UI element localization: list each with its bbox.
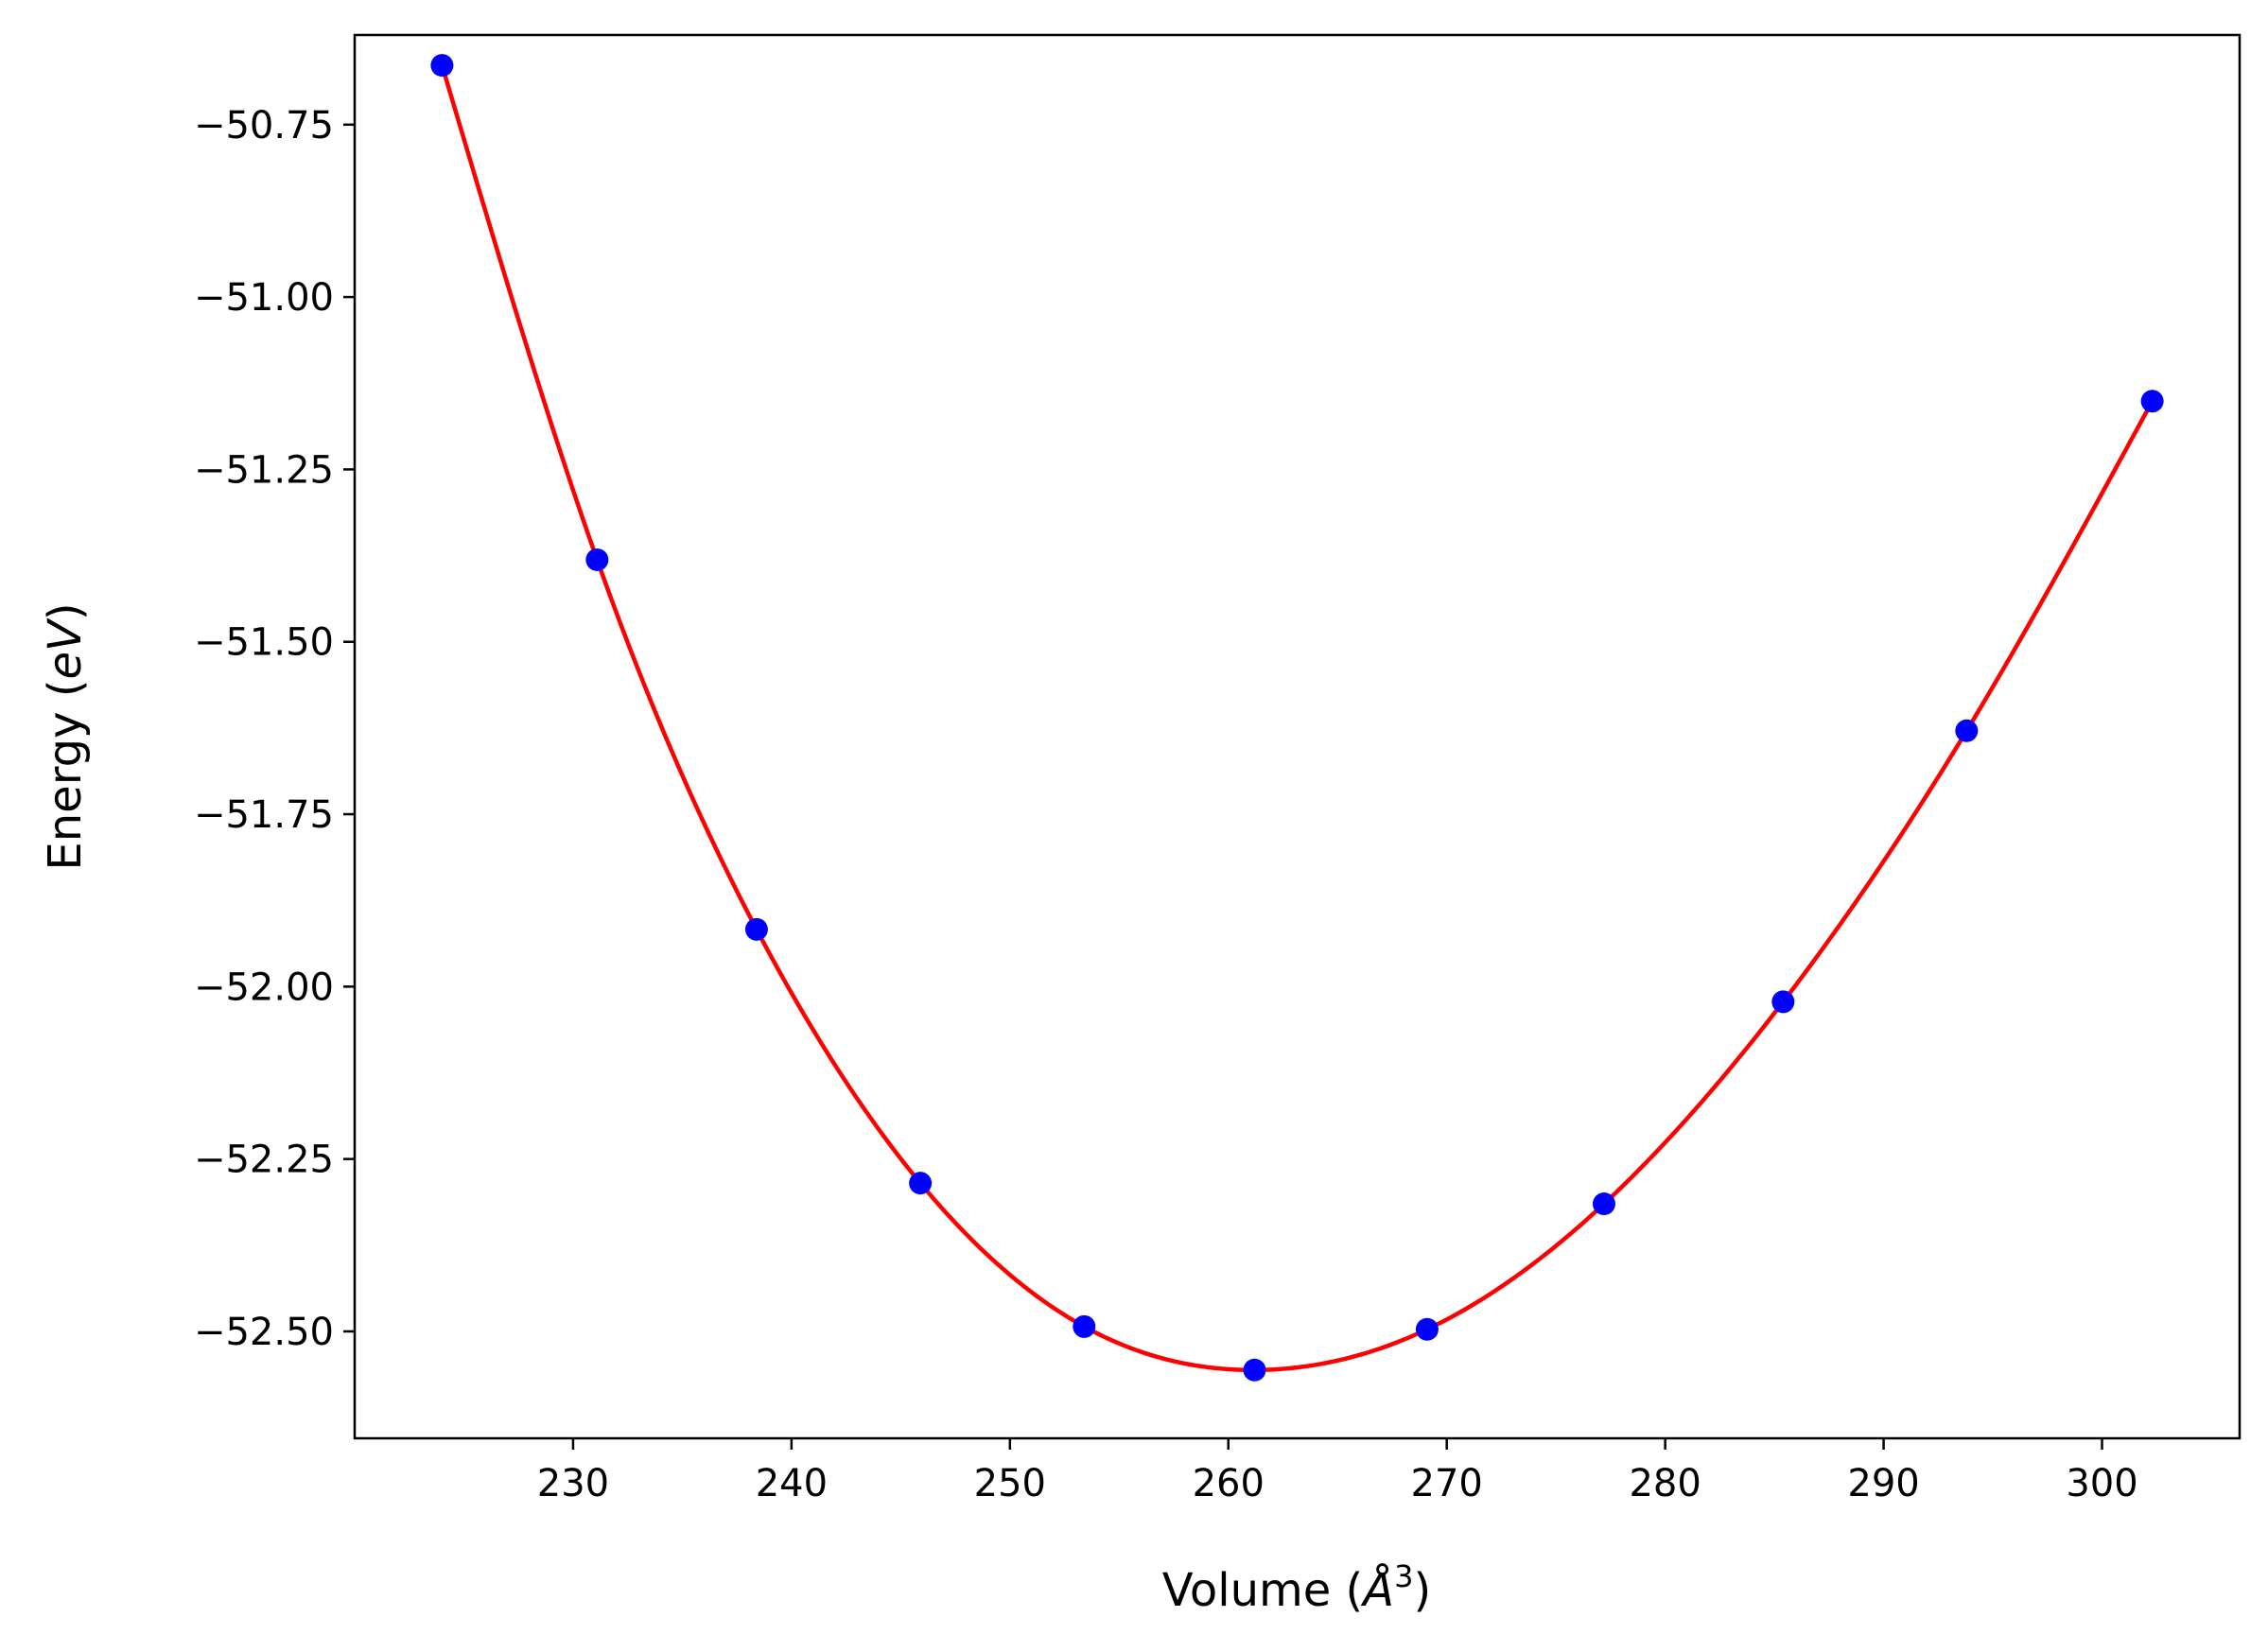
- data-point: [1592, 1192, 1615, 1216]
- y-tick-label: −52.00: [194, 965, 334, 1009]
- data-point: [1243, 1358, 1266, 1382]
- data-point: [1771, 990, 1795, 1014]
- plot-frame: [353, 33, 2242, 1440]
- x-tick-label: 300: [2066, 1462, 2137, 1505]
- x-axis-label: Volume (Å3): [1162, 1558, 1431, 1617]
- x-axis-label-exponent: 3: [1394, 1558, 1413, 1594]
- x-tick-label: 250: [974, 1462, 1046, 1505]
- y-axis-label-unit: eV: [39, 617, 92, 680]
- data-point: [1073, 1314, 1096, 1338]
- data-point: [909, 1172, 933, 1195]
- y-tick-label: −50.75: [194, 104, 334, 148]
- x-axis-label-close: ): [1413, 1564, 1431, 1617]
- x-tick-label: 280: [1629, 1462, 1701, 1505]
- x-axis-ticks: 230 240 250 260 270 280 290 300: [537, 1438, 2138, 1505]
- x-tick-label: 260: [1193, 1462, 1265, 1505]
- y-axis-label-main: Energy (: [39, 680, 92, 871]
- data-point: [585, 548, 609, 571]
- x-axis-label-unit: Å: [1360, 1563, 1394, 1617]
- data-point: [1415, 1317, 1439, 1341]
- y-axis-label-close: ): [39, 602, 92, 620]
- y-axis-ticks: −50.75 −51.00 −51.25 −51.50 −51.75 −52.00 −52.…: [194, 104, 355, 1354]
- y-tick-label: −52.25: [194, 1139, 334, 1182]
- data-points-layer: [430, 54, 2164, 1382]
- y-tick-label: −51.25: [194, 448, 334, 492]
- x-tick-label: 270: [1411, 1462, 1483, 1505]
- y-tick-label: −52.50: [194, 1311, 334, 1354]
- fit-curve-layer: [440, 64, 2155, 1373]
- data-point: [1955, 719, 1979, 742]
- data-point: [744, 917, 768, 941]
- x-tick-label: 290: [1847, 1462, 1919, 1505]
- data-point: [430, 54, 454, 78]
- fit-curve: [440, 64, 2155, 1373]
- x-tick-label: 240: [756, 1462, 828, 1505]
- y-tick-label: −51.00: [194, 276, 334, 320]
- y-tick-label: −51.75: [194, 793, 334, 837]
- y-axis-label: Energy (eV): [39, 602, 92, 870]
- y-tick-label: −51.50: [194, 621, 334, 665]
- x-tick-label: 230: [537, 1462, 609, 1505]
- x-axis-label-main: Volume (: [1162, 1564, 1364, 1617]
- data-point: [2140, 390, 2164, 413]
